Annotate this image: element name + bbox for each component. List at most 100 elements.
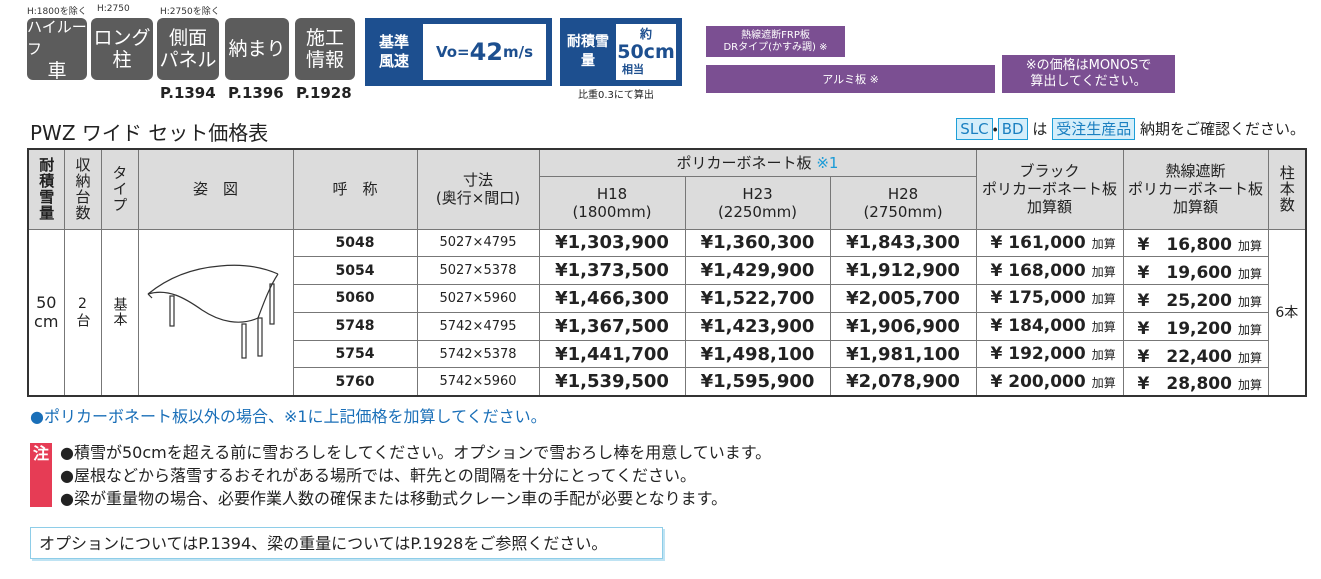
snow-cell: 50 cm [27,228,65,397]
header-cell: 姿 図 [137,148,294,230]
caution-item: ●屋根などから落雪するおそれがある場所では、軒先との間隔を十分にとってください。 [60,466,697,485]
name-cell: 5060 [292,284,418,313]
post [257,317,263,357]
button-line: 車 [47,60,67,82]
cell-line: 50 [36,293,57,313]
option-line: 算出してください。 [1030,74,1147,89]
header-line: (1800mm) [572,202,652,221]
snow-box: 耐積雪 量 約 50cm 相当 [560,18,682,86]
surcharge-price: ¥ 16,800 [1137,235,1232,256]
price-table: 耐積雪量 収納台数 タイプ 姿 図 呼 称 寸法 (奥行×間口) ポリカーボネー… [27,148,1308,398]
surcharge-suffix: 加算 [1237,350,1262,365]
surcharge-price: ¥ 175,000 [990,288,1086,309]
surcharge-cell: ¥ 19,200 加算 [1122,311,1269,341]
surcharge-suffix: 加算 [1237,239,1262,254]
roof-edge [147,293,153,299]
made-to-order-tag: 受注生産品 [1052,118,1136,140]
name-cell: 5048 [292,228,418,258]
surcharge-price: ¥ 25,200 [1137,290,1232,311]
name-cell: 5748 [292,311,418,341]
header-mark: ※1 [816,153,839,172]
surcharge-cell: ¥ 200,000 加算 [975,367,1124,397]
post [269,283,275,325]
header-cell: H23 (2250mm) [684,175,831,230]
surcharge-suffix: 加算 [1091,236,1116,251]
header-text: 耐積雪量 [37,157,56,222]
button-line: 柱 [112,49,132,71]
surcharge-cell: ¥ 161,000 加算 [975,228,1124,258]
separator: ・ [992,120,998,138]
header-line: 加算額 [1027,198,1073,217]
header-cell: H18 (1800mm) [538,175,686,230]
surcharge-suffix: 加算 [1091,375,1116,390]
surcharge-cell: ¥ 25,200 加算 [1122,284,1269,313]
header-line: ポリカーボネート板 [1128,180,1264,199]
option-line: DRタイプ(かすみ調) ※ [723,41,828,53]
button-line: 納まり [228,38,286,60]
header-line: H23 [742,184,773,203]
label-line: 量 [581,53,595,69]
header-cell: 収納台数 [63,148,102,230]
surcharge-cell: ¥ 192,000 加算 [975,339,1124,369]
nav-button[interactable]: ロング 柱 [91,18,153,80]
label-line: 耐積雪 [567,34,609,50]
label-line: 基準 [378,33,409,51]
header-line: 加算額 [1173,198,1219,217]
alumi-option: アルミ板 ※ [706,65,995,93]
table-row: 5760 5742×5960 ¥1,539,500 ¥1,595,900 ¥2,078,… [28,367,1306,397]
page-ref[interactable]: P.1928 [296,84,352,102]
caution-item: ●梁が重量物の場合、必要作業人数の確保または移動式クレーン車の手配が必要となりま… [60,489,728,508]
header-line: ブラック [1019,162,1080,181]
header-text: 柱本数 [1277,165,1296,214]
order-text: 納期をご確認ください。 [1139,120,1305,138]
wind-label: 基準 風速 [368,21,420,83]
roof-edge [257,273,279,319]
header-line: H18 [596,184,628,203]
price-cell: ¥1,522,700 [684,284,831,313]
table-row: 5060 5027×5960 ¥1,466,300 ¥1,522,700 ¥2,005,… [28,284,1306,313]
snow-note: 比重0.3にて算出 [578,90,654,101]
nav-button[interactable]: 施工 情報 [295,18,355,80]
table-title: PWZ ワイド セット価格表 [30,121,269,145]
button-line: ハイルーフ [27,18,87,58]
nav-button[interactable]: 納まり [225,18,289,80]
price-cell: ¥1,912,900 [829,256,977,286]
button-line: 情報 [305,49,344,71]
price-cell: ¥1,367,500 [538,311,686,341]
price-cell: ¥1,441,700 [538,339,686,369]
header-line: 寸法 [462,171,493,190]
carport-sketch [147,264,279,359]
size-cell: 5027×5960 [416,284,540,313]
reference-box: オプションについてはP.1394、梁の重量についてはP.1928をご参照ください… [30,527,663,559]
surcharge-suffix: 加算 [1091,320,1116,335]
header-cell: 呼 称 [292,148,418,230]
price-cell: ¥1,906,900 [829,311,977,341]
nav-button[interactable]: ハイルーフ 車 [27,18,87,82]
header-cell: H28 (2750mm) [829,175,977,230]
frp-option: 熱線遮断FRP板 DRタイプ(かすみ調) ※ [706,26,845,57]
page-ref[interactable]: P.1394 [160,84,216,102]
header-line: (2250mm) [717,202,798,221]
price-cell: ¥1,498,100 [684,339,831,369]
header-line: 熱線遮断 [1165,162,1226,181]
surcharge-cell: ¥ 19,600 加算 [1122,256,1269,286]
price-cell: ¥1,423,900 [684,311,831,341]
header-line: ポリカーボネート板 [982,180,1118,199]
size-cell: 5742×5960 [416,367,540,397]
nav-note: H:1800を除く [27,7,87,17]
nav-button[interactable]: 側面 パネル [157,18,219,80]
price-cell: ¥2,078,900 [829,367,977,397]
page-ref[interactable]: P.1396 [228,84,284,102]
surcharge-suffix: 加算 [1237,322,1262,337]
surcharge-price: ¥ 184,000 [990,316,1086,337]
name-cell: 5754 [292,339,418,369]
slc-tag: SLC [956,118,993,140]
surcharge-suffix: 加算 [1091,264,1116,279]
button-line: 側面 [168,27,207,49]
wind-box: 基準 風速 Vo= 42 m/s [365,18,552,86]
table-row: 50 cm 2台 基本 5048 5027×4795 ¥1,303,900 ¥1,360,30… [27,228,1307,397]
order-note: SLC ・ BD は 受注生産品 納期をご確認ください。 [956,118,1305,140]
name-cell: 5760 [292,367,418,397]
